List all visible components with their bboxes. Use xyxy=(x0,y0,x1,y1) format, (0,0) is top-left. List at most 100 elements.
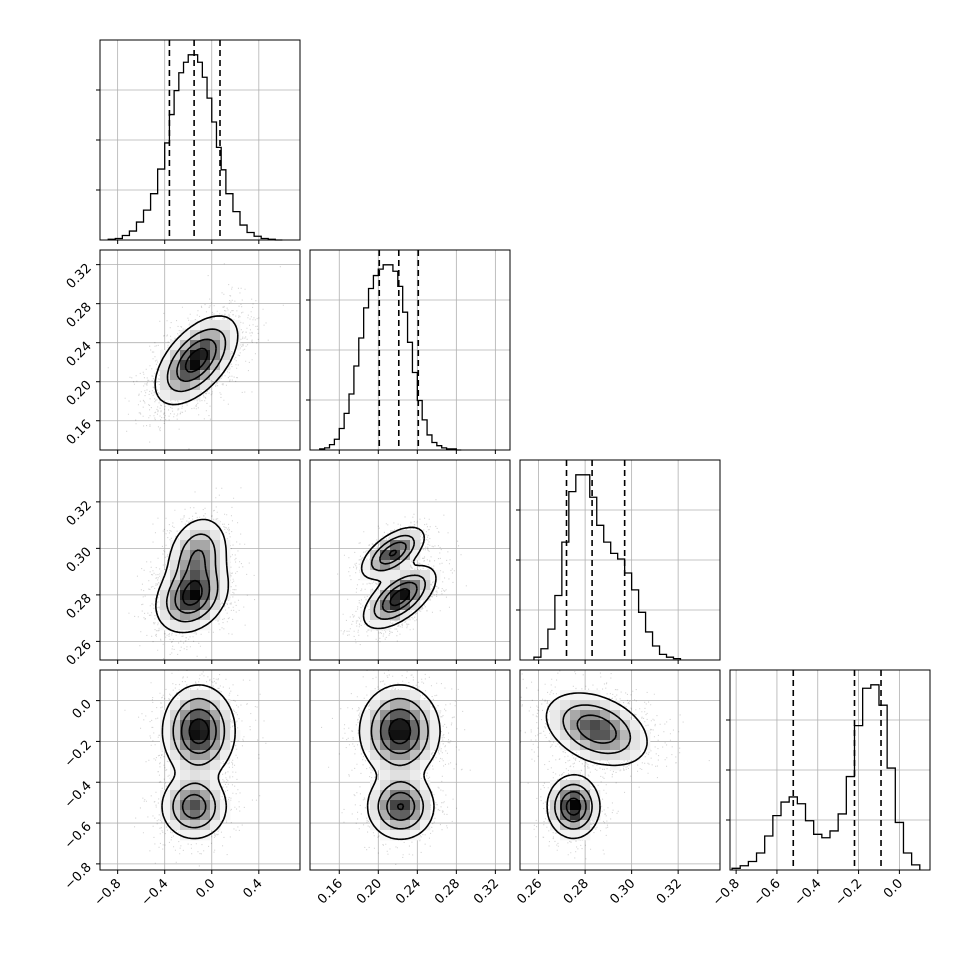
contour-level-0 xyxy=(161,684,236,840)
density-block xyxy=(380,730,391,741)
contour-level-3 xyxy=(565,797,582,816)
density-block xyxy=(380,540,391,551)
density-block xyxy=(180,810,191,821)
contour-level-2 xyxy=(560,714,617,823)
density-block xyxy=(210,760,221,771)
x-tick-label: 0.20 xyxy=(354,876,385,907)
density-block xyxy=(370,570,381,581)
density-block xyxy=(400,730,411,741)
density-block xyxy=(390,790,401,801)
density-block xyxy=(180,750,191,761)
density-block xyxy=(190,620,201,631)
density-block xyxy=(390,750,401,761)
density-block xyxy=(230,330,241,341)
density-block xyxy=(400,770,411,781)
density-block xyxy=(390,720,401,731)
density-block xyxy=(400,750,411,761)
density-block xyxy=(160,620,171,631)
density-block xyxy=(400,560,411,571)
panel-content xyxy=(100,670,300,870)
density-block xyxy=(400,810,411,821)
density-block xyxy=(410,710,421,721)
density-block xyxy=(560,800,571,811)
density-block xyxy=(180,610,191,621)
density-block xyxy=(160,790,171,801)
density-block xyxy=(360,730,371,741)
joint-panel-p2-p3 xyxy=(519,669,721,871)
density-block xyxy=(370,740,381,751)
density-block xyxy=(580,730,591,741)
panel-frame xyxy=(309,459,511,661)
density-block xyxy=(190,770,201,781)
density-block xyxy=(380,550,391,561)
density-block xyxy=(560,730,571,741)
x-tick-label: −0.4 xyxy=(792,876,825,909)
density-block xyxy=(410,540,421,551)
density-block xyxy=(170,780,181,791)
density-block xyxy=(410,820,421,831)
x-tick-label: 0.32 xyxy=(471,876,502,907)
density-block xyxy=(190,720,201,731)
density-block xyxy=(180,530,191,541)
y-tick-label: 0.24 xyxy=(64,339,95,370)
density-block xyxy=(210,740,221,751)
density-block xyxy=(170,720,181,731)
density-block xyxy=(190,370,201,381)
y-tick-label: 0.32 xyxy=(64,261,95,292)
density-block xyxy=(400,800,411,811)
density-block xyxy=(210,330,221,341)
density-block xyxy=(610,730,621,741)
density-block xyxy=(220,570,231,581)
density-block xyxy=(590,810,601,821)
density-block xyxy=(210,810,221,821)
density-block xyxy=(610,720,621,731)
density-block xyxy=(380,700,391,711)
density-block xyxy=(390,610,401,621)
density-block xyxy=(400,610,411,621)
density-block xyxy=(550,820,561,831)
density-block xyxy=(420,730,431,741)
density-block xyxy=(170,750,181,761)
density-block xyxy=(410,760,421,771)
density-block xyxy=(400,740,411,751)
density-block xyxy=(190,730,201,741)
density-block xyxy=(160,360,171,371)
density-block xyxy=(420,820,431,831)
density-block xyxy=(380,750,391,761)
density-block xyxy=(200,330,211,341)
density-block xyxy=(200,700,211,711)
density-block xyxy=(180,550,191,561)
density-block xyxy=(180,620,191,631)
density-block xyxy=(190,810,201,821)
density-block xyxy=(610,750,621,761)
density-block xyxy=(630,740,641,751)
density-block xyxy=(160,740,171,751)
x-tick-label: −0.8 xyxy=(710,876,743,909)
density-block xyxy=(580,690,591,701)
density-block xyxy=(390,530,401,541)
density-block xyxy=(160,580,171,591)
density-block xyxy=(600,710,611,721)
density-block xyxy=(200,550,211,561)
density-block xyxy=(550,790,561,801)
density-block xyxy=(180,590,191,601)
density-block xyxy=(550,810,561,821)
density-block xyxy=(190,780,201,791)
density-block xyxy=(180,790,191,801)
panel-frame xyxy=(729,669,931,871)
density-block xyxy=(370,750,381,761)
density-block xyxy=(190,540,201,551)
density-block xyxy=(380,560,391,571)
density-block xyxy=(170,380,181,391)
density-block xyxy=(200,350,211,361)
contour-level-0 xyxy=(154,315,239,406)
density-block xyxy=(200,720,211,731)
density-block xyxy=(170,560,181,571)
density-block xyxy=(160,390,171,401)
density-block xyxy=(380,720,391,731)
density-block xyxy=(410,600,421,611)
density-block xyxy=(190,560,201,571)
x-tick-label: −0.8 xyxy=(92,876,125,909)
density-block xyxy=(600,720,611,731)
density-block xyxy=(370,780,381,791)
